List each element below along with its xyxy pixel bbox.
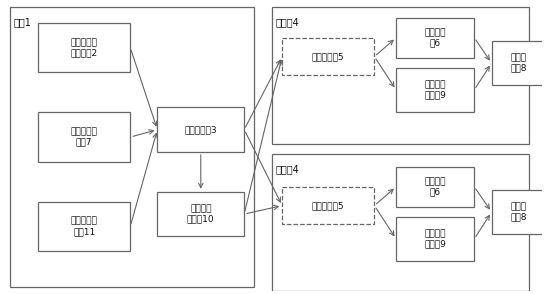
Bar	[396, 18, 474, 58]
Text: 本地端4: 本地端4	[276, 164, 299, 174]
Text: 手机客
户端8: 手机客 户端8	[510, 53, 527, 73]
Text: 文件档案服
务器7: 文件档案服 务器7	[71, 127, 97, 147]
Text: 本地服务器5: 本地服务器5	[312, 201, 345, 210]
Text: 云端1: 云端1	[13, 17, 31, 27]
Text: 权限管理
服务器10: 权限管理 服务器10	[187, 204, 214, 224]
Text: 云服务平台3: 云服务平台3	[184, 125, 217, 134]
Bar	[492, 190, 546, 234]
Text: 知识产权资
源服务器2: 知识产权资 源服务器2	[71, 38, 98, 57]
Bar	[38, 112, 130, 162]
Text: 基础数据服
务器11: 基础数据服 务器11	[71, 217, 97, 236]
Text: 接口服务
器6: 接口服务 器6	[424, 177, 446, 196]
Bar	[38, 23, 130, 73]
Text: 本地服务器5: 本地服务器5	[312, 52, 345, 61]
Text: 信息推送
服务器9: 信息推送 服务器9	[424, 80, 446, 100]
Bar	[492, 41, 546, 85]
Bar	[282, 187, 374, 225]
Bar	[272, 154, 528, 291]
Bar	[396, 167, 474, 207]
Bar	[282, 38, 374, 76]
Bar	[10, 7, 254, 287]
Bar	[38, 202, 130, 251]
Text: 手机客
户端8: 手机客 户端8	[510, 202, 527, 222]
Bar	[396, 68, 474, 112]
Bar	[396, 217, 474, 261]
Text: 信息推送
服务器9: 信息推送 服务器9	[424, 229, 446, 249]
Bar	[158, 107, 244, 152]
Text: 本地端4: 本地端4	[276, 17, 299, 27]
Text: 接口服务
器6: 接口服务 器6	[424, 28, 446, 47]
Bar	[272, 7, 528, 144]
Bar	[158, 192, 244, 236]
